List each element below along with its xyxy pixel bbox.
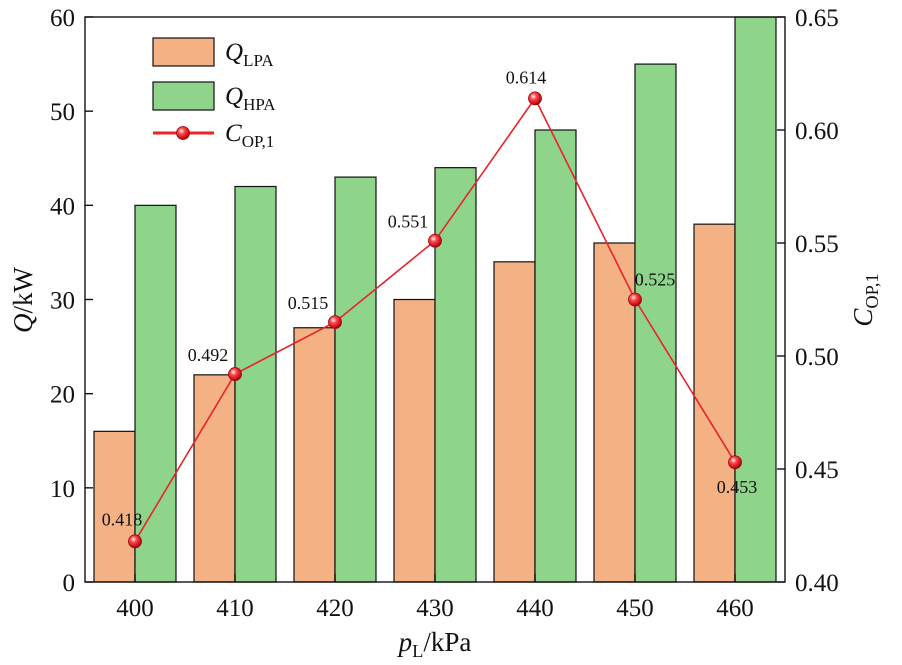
bar-q-hpa-440 xyxy=(534,129,577,583)
x-tick-label-460: 460 xyxy=(716,595,754,622)
y-left-axis-title: Q/kW xyxy=(8,266,38,333)
y-right-tick-label-0.40: 0.40 xyxy=(795,570,839,597)
x-tick-label-450: 450 xyxy=(616,595,654,622)
y-right-tick-label-0.65: 0.65 xyxy=(795,5,839,32)
bar-q-lpa-440 xyxy=(493,261,536,583)
y-left-tick-label-60: 60 xyxy=(50,5,75,32)
bar-q-lpa-400 xyxy=(93,430,136,583)
bar-q-lpa-420 xyxy=(293,327,336,583)
point-cop1-440 xyxy=(528,91,542,106)
bar-q-hpa-460 xyxy=(734,16,777,583)
point-cop1-420 xyxy=(328,315,342,330)
bar-q-lpa-460 xyxy=(693,223,736,583)
legend-item-cop-1-marker xyxy=(176,126,190,140)
data-label-cop1-460: 0.453 xyxy=(717,477,758,497)
data-label-cop1-450: 0.525 xyxy=(635,270,676,290)
point-cop1-410 xyxy=(228,367,242,381)
bar-q-lpa-430 xyxy=(393,298,436,583)
legend-item-qhpa-label: QHPA xyxy=(225,83,276,114)
bar-q-hpa-430 xyxy=(434,167,477,583)
legend-item-qlpa-swatch xyxy=(152,37,215,67)
y-left-tick-label-30: 30 xyxy=(50,288,75,315)
data-label-cop1-420: 0.515 xyxy=(288,293,329,313)
y-left-tick-label-50: 50 xyxy=(50,99,75,126)
data-label-cop1-400: 0.418 xyxy=(102,509,143,529)
y-right-axis-title: COP,1 xyxy=(848,273,882,326)
y-right-tick-label-0.50: 0.50 xyxy=(795,344,839,371)
data-label-cop1-410: 0.492 xyxy=(188,345,229,365)
y-left-tick-label-20: 20 xyxy=(50,382,75,409)
x-tick-label-400: 400 xyxy=(116,595,154,622)
bar-q-hpa-400 xyxy=(134,204,177,583)
y-right-tick-label-0.55: 0.55 xyxy=(795,231,839,258)
x-tick-label-420: 420 xyxy=(316,595,354,622)
point-cop1-400 xyxy=(128,534,142,549)
point-cop1-430 xyxy=(428,233,442,248)
point-cop1-450 xyxy=(628,292,642,307)
legend xyxy=(152,37,215,140)
y-right-tick-label-0.45: 0.45 xyxy=(795,457,839,484)
point-cop1-460 xyxy=(728,455,742,470)
bar-q-hpa-450 xyxy=(634,63,677,583)
y-left-tick-label-10: 10 xyxy=(50,476,75,503)
data-label-cop1-440: 0.614 xyxy=(506,67,547,87)
x-tick-label-410: 410 xyxy=(216,595,254,622)
bar-q-hpa-420 xyxy=(334,176,377,583)
bar-q-hpa-410 xyxy=(234,185,277,583)
x-tick-label-430: 430 xyxy=(416,595,454,622)
y-right-tick-label-0.60: 0.60 xyxy=(795,118,839,145)
x-axis-title: pL/kPa xyxy=(397,627,472,660)
x-tick-label-440: 440 xyxy=(516,595,554,622)
bar-q-lpa-450 xyxy=(593,242,636,583)
data-label-cop1-430: 0.551 xyxy=(388,212,429,232)
legend-item-cop-1-label: COP,1 xyxy=(225,120,274,151)
y-left-tick-label-40: 40 xyxy=(50,193,75,220)
bar-q-lpa-410 xyxy=(193,374,236,583)
legend-item-qhpa-swatch xyxy=(152,81,215,111)
legend-item-qlpa-label: QLPA xyxy=(225,39,274,70)
y-left-tick-label-0: 0 xyxy=(63,570,76,597)
